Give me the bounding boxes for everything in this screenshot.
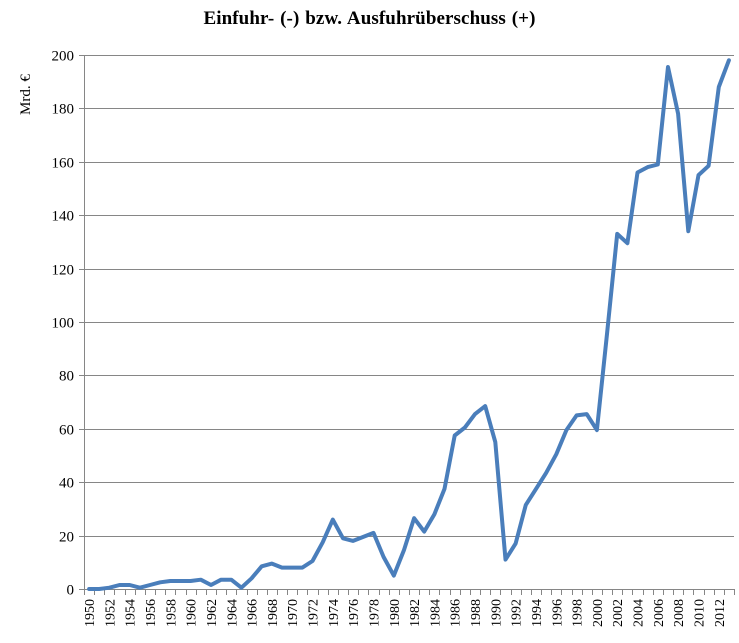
x-tick-label: 1990 [489, 599, 504, 627]
x-tick-label: 1972 [307, 599, 322, 627]
x-tick-label: 2002 [611, 599, 626, 627]
series-line [87, 58, 731, 591]
x-tick-label: 1984 [428, 599, 443, 627]
x-tick-label: 2006 [652, 599, 667, 627]
x-tick-label: 2004 [632, 599, 647, 627]
x-tick-label: 1996 [550, 599, 565, 627]
y-tick-label: 140 [52, 209, 75, 225]
x-tick-label: 1956 [144, 599, 159, 627]
y-tick-label: 60 [59, 423, 74, 439]
y-tick-label: 180 [52, 102, 75, 118]
x-tick-label: 1952 [103, 599, 118, 627]
x-tick-label: 1966 [246, 599, 261, 627]
x-tick-label: 1998 [571, 599, 586, 627]
x-tick-label: 1976 [347, 599, 362, 627]
y-tick-label: 20 [59, 530, 74, 546]
x-tick-label: 1994 [530, 599, 545, 627]
x-tick-label: 2000 [591, 599, 606, 627]
x-tick-label: 1968 [266, 599, 281, 627]
y-tick-label: 40 [59, 476, 74, 492]
x-axis: 1950 1952 1954 1956 1958 1960 1962 1964 1966 1968… [83, 55, 735, 627]
x-tick-label: 2012 [713, 599, 728, 627]
x-tick-label: 1980 [388, 599, 403, 627]
x-tick-label: 1960 [185, 599, 200, 627]
x-tick-label: 1982 [408, 599, 423, 627]
y-axis-ticks: 0 20 40 60 80 100 120 140 160 180 200 [52, 49, 84, 599]
x-tick-label: 1978 [367, 599, 382, 627]
y-tick-label: 0 [67, 583, 75, 599]
y-tick-label: 200 [52, 49, 75, 65]
x-tick-label: 1954 [124, 599, 139, 627]
x-tick-label: 1950 [83, 599, 98, 627]
x-tick-label: 2008 [672, 599, 687, 627]
gridlines [84, 55, 734, 537]
x-tick-label: 1992 [510, 599, 525, 627]
x-tick-label: 1958 [164, 599, 179, 627]
x-tick-label: 1964 [225, 599, 240, 627]
x-tick-label: 1962 [205, 599, 220, 627]
chart-title: Einfuhr- (-) bzw. Ausfuhrüberschuss (+) [203, 8, 536, 29]
y-tick-label: 80 [59, 369, 74, 385]
x-tick-label: 1986 [449, 599, 464, 627]
data-series [87, 58, 731, 591]
x-tick-label: 2010 [692, 599, 707, 627]
y-tick-label: 160 [52, 156, 75, 172]
y-tick-label: 100 [52, 316, 75, 332]
x-tick-label: 1970 [286, 599, 301, 627]
x-tick-label: 1988 [469, 599, 484, 627]
y-tick-label: 120 [52, 263, 75, 279]
x-tick-label: 1974 [327, 599, 342, 627]
